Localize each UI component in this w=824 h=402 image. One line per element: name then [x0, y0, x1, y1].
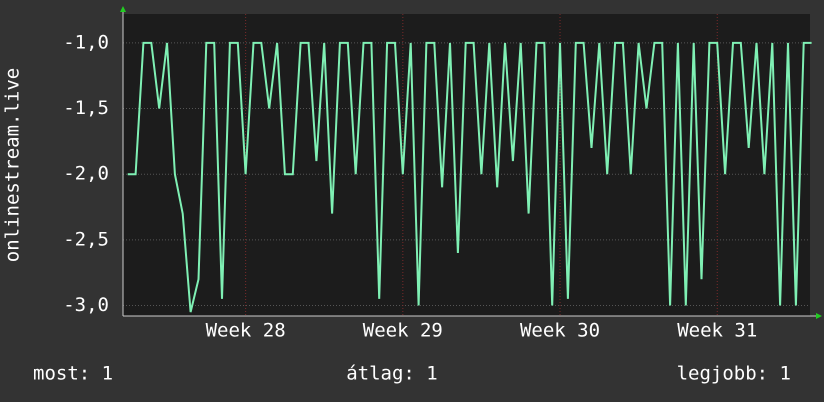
x-tick-label: Week 31 — [677, 320, 757, 342]
series-line — [127, 41, 812, 313]
y-tick-label: -1,0 — [63, 31, 109, 53]
x-tick-label: Week 29 — [363, 320, 443, 342]
axis-arrow — [120, 6, 126, 12]
y-tick-label: -3,0 — [63, 294, 109, 316]
footer-stat: most: 1 — [33, 363, 113, 385]
y-tick-label: -2,5 — [63, 228, 109, 250]
x-tick-label: Week 28 — [206, 320, 286, 342]
plot-area — [123, 14, 810, 316]
y-axis-label: onlinestream.live — [2, 68, 24, 262]
x-tick-label: Week 30 — [520, 320, 600, 342]
axis-arrow — [816, 313, 822, 319]
footer-stat: átlag: 1 — [346, 363, 438, 385]
y-tick-label: -2,0 — [63, 163, 109, 185]
footer-stat: legjobb: 1 — [677, 363, 791, 385]
y-tick-label: -1,5 — [63, 97, 109, 119]
